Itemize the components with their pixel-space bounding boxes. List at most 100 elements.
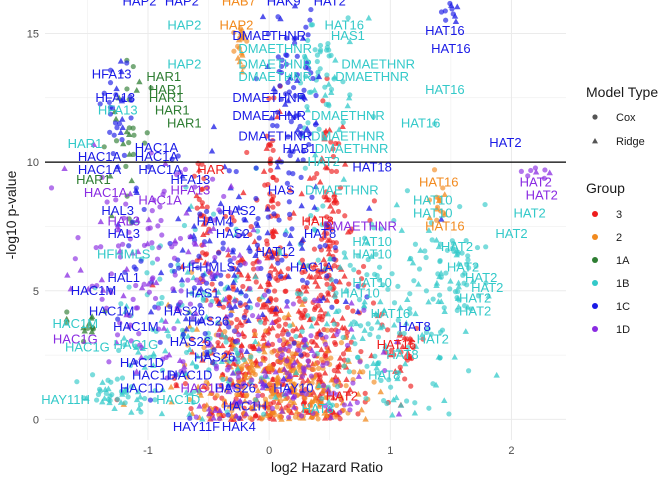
data-point-cox: [265, 214, 271, 220]
data-point-ridge: [227, 182, 235, 189]
data-point-ridge: [315, 375, 323, 382]
data-point-ridge: [193, 192, 200, 199]
data-point-cox: [171, 325, 177, 332]
data-point-ridge: [397, 401, 405, 408]
data-point-ridge: [287, 232, 294, 238]
data-point-ridge: [158, 316, 165, 323]
y-tick-label: 10: [27, 157, 39, 169]
data-point-cox: [326, 103, 332, 109]
data-point-cox: [133, 359, 139, 365]
data-point-cox: [438, 274, 444, 280]
data-point-ridge: [311, 214, 318, 221]
data-point-cox: [334, 402, 340, 409]
data-point-cox: [304, 217, 311, 223]
data-point-ridge: [301, 94, 308, 101]
data-point-cox: [473, 263, 479, 269]
data-point-cox: [202, 220, 209, 226]
data-point-cox: [340, 407, 347, 413]
gene-label: DMAETHNR: [311, 108, 385, 123]
data-point-cox: [235, 374, 241, 381]
data-point-ridge: [61, 165, 68, 172]
data-point-cox: [124, 389, 130, 395]
data-point-cox: [341, 250, 347, 256]
data-point-ridge: [186, 308, 193, 315]
data-point-cox: [262, 373, 269, 379]
data-point-cox: [299, 390, 305, 396]
gene-label: DMAETHNR: [315, 141, 389, 156]
data-point-cox: [303, 391, 309, 397]
data-point-ridge: [199, 415, 206, 422]
gene-label: HFA13: [92, 67, 132, 82]
data-point-cox: [449, 6, 455, 12]
data-point-cox: [234, 324, 240, 330]
data-point-cox: [262, 320, 268, 326]
legend-label: 1D: [616, 324, 630, 336]
data-point-cox: [375, 334, 382, 340]
data-point-cox: [266, 142, 272, 148]
data-point-ridge: [242, 374, 249, 381]
data-point-cox: [253, 165, 259, 171]
data-point-cox: [160, 191, 166, 197]
data-point-ridge: [269, 319, 276, 326]
data-point-cox: [292, 93, 298, 99]
data-point-cox: [311, 306, 318, 313]
data-point-ridge: [184, 332, 192, 339]
data-point-cox: [118, 301, 124, 307]
data-point-cox: [179, 327, 186, 333]
data-point-cox: [295, 340, 301, 346]
data-point-cox: [375, 360, 381, 367]
data-point-ridge: [243, 348, 251, 355]
data-point-ridge: [346, 386, 354, 393]
data-point-cox: [222, 329, 228, 335]
data-point-ridge: [183, 325, 190, 332]
data-point-cox: [196, 388, 202, 394]
data-point-cox: [223, 339, 229, 345]
data-point-cox: [292, 35, 299, 41]
data-point-cox: [305, 37, 311, 44]
data-point-ridge: [278, 416, 285, 422]
data-point-ridge: [435, 353, 442, 360]
data-point-cox: [234, 350, 241, 356]
data-point-cox: [324, 360, 330, 366]
data-point-ridge: [340, 176, 348, 182]
gene-label: HAT8: [398, 319, 430, 334]
data-point-cox: [355, 411, 361, 417]
data-point-ridge: [379, 323, 387, 329]
data-point-cox: [89, 372, 96, 378]
data-point-ridge: [321, 369, 329, 376]
data-point-cox: [229, 265, 235, 271]
gene-label: DMAETHNR: [341, 56, 415, 71]
data-point-ridge: [203, 351, 210, 358]
data-point-ridge: [324, 386, 332, 393]
data-point-cox: [283, 52, 289, 58]
data-point-cox: [270, 193, 276, 200]
data-point-cox: [252, 383, 258, 389]
data-point-cox: [372, 353, 378, 359]
data-point-cox: [237, 300, 243, 306]
gene-label: DMAETHNR: [311, 128, 385, 143]
data-point-ridge: [332, 56, 339, 63]
data-point-cox: [354, 399, 360, 406]
data-point-ridge: [327, 89, 335, 95]
data-point-ridge: [98, 276, 106, 283]
data-point-ridge: [182, 315, 190, 322]
data-point-ridge: [199, 356, 206, 363]
data-point-cox: [207, 216, 213, 222]
data-point-ridge: [399, 343, 406, 350]
data-point-cox: [328, 265, 334, 271]
data-point-ridge: [336, 264, 344, 270]
data-point-cox: [396, 370, 402, 376]
data-point-ridge: [345, 390, 352, 396]
gene-labels: HAP2 HAP2 HAB7 HAK9 HAT2 HAP2 HAP2 HAT16 HAT16 DM…: [41, 0, 558, 434]
data-point-ridge: [190, 222, 198, 229]
data-point-ridge: [159, 386, 166, 393]
data-point-ridge: [393, 201, 401, 208]
data-point-cox: [386, 377, 392, 383]
data-point-ridge: [263, 145, 270, 151]
data-point-cox: [189, 290, 195, 296]
data-point-ridge: [455, 283, 462, 290]
data-point-cox: [266, 95, 272, 102]
data-point-cox: [317, 313, 323, 319]
data-point-ridge: [397, 304, 404, 311]
gene-label: HAS26: [170, 334, 211, 349]
